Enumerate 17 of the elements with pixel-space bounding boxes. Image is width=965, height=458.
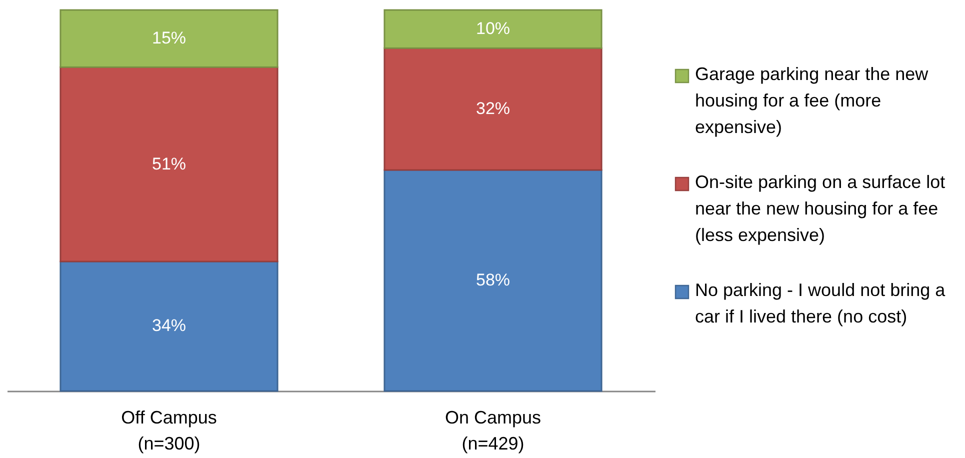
data-label: 15% bbox=[152, 28, 186, 48]
data-label: 58% bbox=[476, 270, 510, 290]
data-label: 34% bbox=[152, 316, 186, 336]
bar bbox=[384, 9, 602, 49]
data-label: 32% bbox=[476, 99, 510, 118]
legend-label: No parking - I would not bring a car if I lived there (no cost) bbox=[695, 280, 946, 326]
legend-label: On-site parking on a surface lot near the new housing for a fee (less expensive) bbox=[695, 172, 946, 245]
data-label: 51% bbox=[152, 154, 186, 174]
bar bbox=[60, 66, 278, 262]
bar bbox=[384, 47, 602, 171]
bar bbox=[60, 260, 278, 392]
x-tick-label: Off Campus (n=300) bbox=[121, 408, 217, 454]
bar bbox=[60, 9, 278, 68]
legend-label: Garage parking near the new housing for a fee (more expensive) bbox=[695, 64, 930, 137]
data-label: 10% bbox=[476, 19, 510, 38]
bar bbox=[384, 169, 602, 392]
x-tick-label: On Campus (n=429) bbox=[444, 408, 542, 454]
